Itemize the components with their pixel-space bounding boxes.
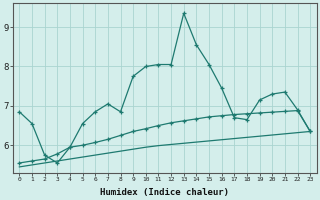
X-axis label: Humidex (Indice chaleur): Humidex (Indice chaleur) [100, 188, 229, 197]
